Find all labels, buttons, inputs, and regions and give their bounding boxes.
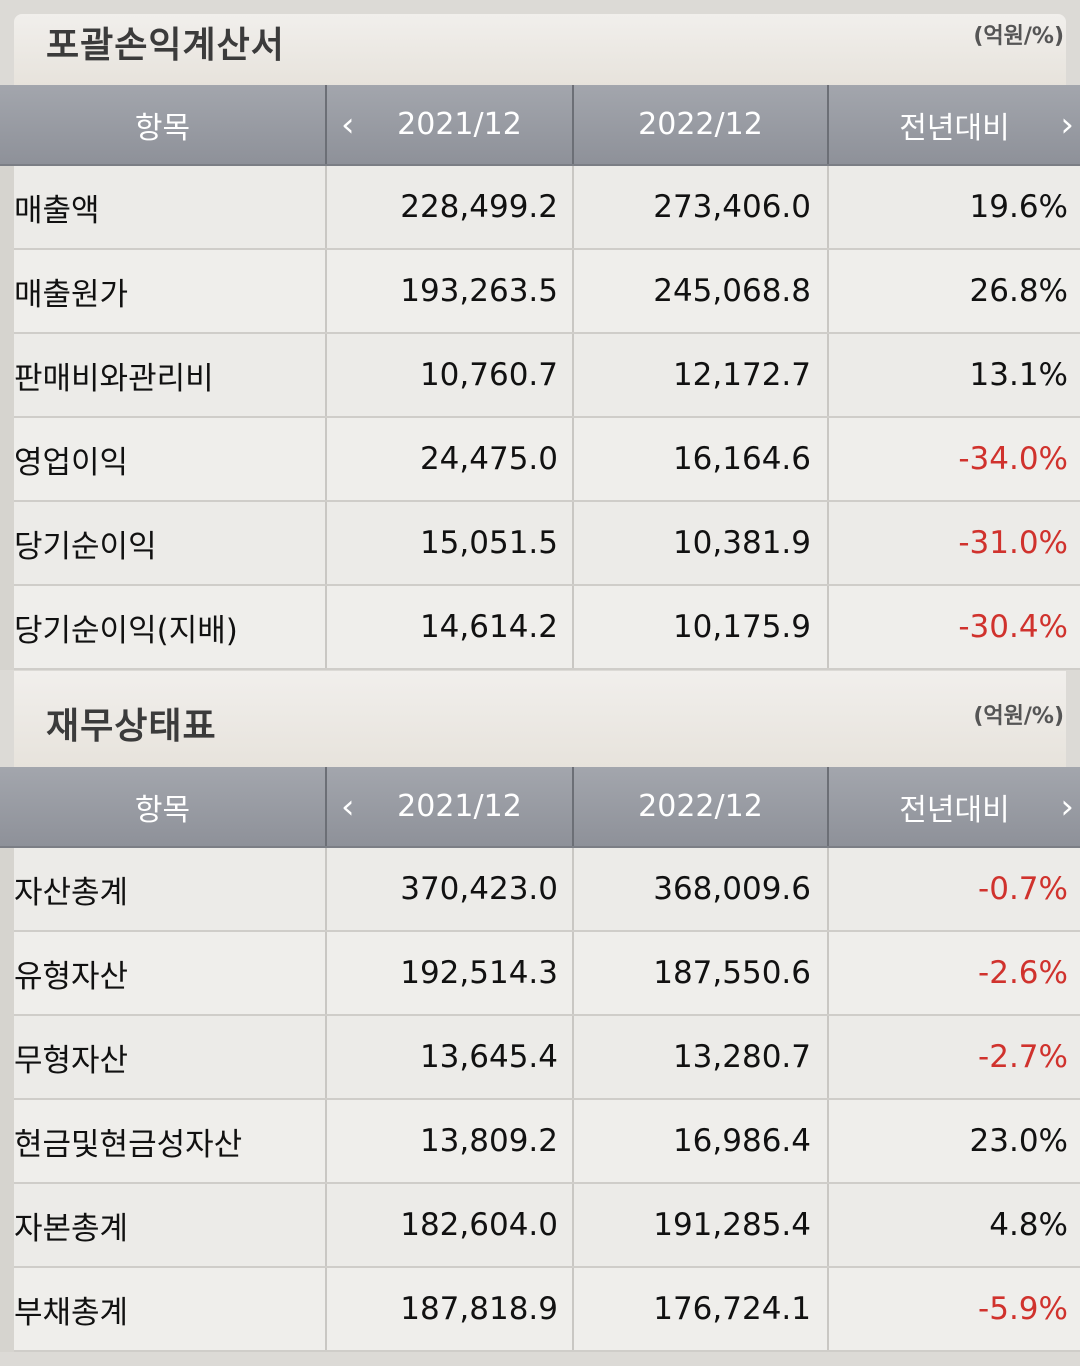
value-2022: 176,724.1 <box>572 1268 827 1350</box>
row-label: 당기순이익(지배) <box>14 612 238 649</box>
column-header-yoy: 전년대비 › <box>827 85 1080 164</box>
value-yoy: -34.0% <box>827 418 1080 500</box>
income-table-body: 매출액 228,499.2 273,406.0 19.6% 매출원가 193,263.5 2… <box>0 166 1080 670</box>
row-label: 부채총계 <box>14 1294 129 1331</box>
chevron-left-icon[interactable]: ‹ <box>341 786 355 827</box>
chevron-left-icon[interactable]: ‹ <box>341 104 355 145</box>
balance-sheet-table: 항목 ‹ 2021/12 2022/12 전년대비 › 자산총계 370,423.… <box>0 767 1080 1352</box>
income-statement-header: 포괄손익계산서 (억원/%) <box>14 14 1066 85</box>
row-label: 자본총계 <box>14 1210 129 1247</box>
chevron-right-icon[interactable]: › <box>1060 104 1074 145</box>
value-2022: 191,285.4 <box>572 1184 827 1266</box>
value-2022: 273,406.0 <box>572 166 827 248</box>
table-row: 판매비와관리비 10,760.7 12,172.7 13.1% <box>0 334 1080 418</box>
value-2022: 368,009.6 <box>572 848 827 930</box>
table-row: 매출액 228,499.2 273,406.0 19.6% <box>0 166 1080 250</box>
chevron-right-icon[interactable]: › <box>1060 786 1074 827</box>
value-2021: 187,818.9 <box>325 1268 572 1350</box>
value-2022: 245,068.8 <box>572 250 827 332</box>
row-label: 자산총계 <box>14 874 129 911</box>
value-2021: 192,514.3 <box>325 932 572 1014</box>
value-2021: 228,499.2 <box>325 166 572 248</box>
value-2022: 16,986.4 <box>572 1100 827 1182</box>
value-yoy: -30.4% <box>827 586 1080 668</box>
value-2021: 15,051.5 <box>325 502 572 584</box>
balance-unit-label: (억원/%) <box>973 704 1064 729</box>
table-row: 자본총계 182,604.0 191,285.4 4.8% <box>0 1184 1080 1268</box>
value-2021: 10,760.7 <box>325 334 572 416</box>
income-statement-title: 포괄손익계산서 <box>46 25 285 66</box>
value-2021: 24,475.0 <box>325 418 572 500</box>
column-header-2021: ‹ 2021/12 <box>325 767 572 846</box>
column-header-yoy: 전년대비 › <box>827 767 1080 846</box>
table-row: 당기순이익(지배) 14,614.2 10,175.9 -30.4% <box>0 586 1080 670</box>
value-2021: 13,809.2 <box>325 1100 572 1182</box>
row-label: 매출원가 <box>14 276 129 313</box>
table-row: 영업이익 24,475.0 16,164.6 -34.0% <box>0 418 1080 502</box>
column-header-2021: ‹ 2021/12 <box>325 85 572 164</box>
value-2021: 370,423.0 <box>325 848 572 930</box>
column-header-2022: 2022/12 <box>572 85 827 164</box>
table-row: 당기순이익 15,051.5 10,381.9 -31.0% <box>0 502 1080 586</box>
table-row: 유형자산 192,514.3 187,550.6 -2.6% <box>0 932 1080 1016</box>
income-statement-table: 항목 ‹ 2021/12 2022/12 전년대비 › 매출액 228,499.2… <box>0 85 1080 670</box>
value-yoy: 19.6% <box>827 166 1080 248</box>
balance-table-header: 항목 ‹ 2021/12 2022/12 전년대비 › <box>0 767 1080 848</box>
column-header-item: 항목 <box>134 110 191 146</box>
value-2022: 10,381.9 <box>572 502 827 584</box>
row-label: 판매비와관리비 <box>14 360 214 397</box>
value-2022: 13,280.7 <box>572 1016 827 1098</box>
row-label: 매출액 <box>14 192 100 229</box>
value-yoy: -0.7% <box>827 848 1080 930</box>
value-2022: 16,164.6 <box>572 418 827 500</box>
row-label: 무형자산 <box>14 1042 129 1079</box>
table-row: 무형자산 13,645.4 13,280.7 -2.7% <box>0 1016 1080 1100</box>
value-2022: 10,175.9 <box>572 586 827 668</box>
value-2022: 187,550.6 <box>572 932 827 1014</box>
row-label: 현금및현금성자산 <box>14 1126 243 1163</box>
value-2021: 13,645.4 <box>325 1016 572 1098</box>
income-table-header: 항목 ‹ 2021/12 2022/12 전년대비 › <box>0 85 1080 166</box>
value-yoy: 26.8% <box>827 250 1080 332</box>
value-yoy: 4.8% <box>827 1184 1080 1266</box>
income-unit-label: (억원/%) <box>973 24 1064 49</box>
row-label: 영업이익 <box>14 444 129 481</box>
value-2021: 14,614.2 <box>325 586 572 668</box>
value-2021: 193,263.5 <box>325 250 572 332</box>
balance-sheet-title: 재무상태표 <box>46 706 217 747</box>
balance-table-body: 자산총계 370,423.0 368,009.6 -0.7% 유형자산 192,514.3… <box>0 848 1080 1352</box>
table-row: 매출원가 193,263.5 245,068.8 26.8% <box>0 250 1080 334</box>
value-yoy: 23.0% <box>827 1100 1080 1182</box>
column-header-item: 항목 <box>134 792 191 828</box>
value-yoy: -31.0% <box>827 502 1080 584</box>
table-row: 현금및현금성자산 13,809.2 16,986.4 23.0% <box>0 1100 1080 1184</box>
value-yoy: -2.6% <box>827 932 1080 1014</box>
balance-sheet-header: 재무상태표 (억원/%) <box>14 671 1066 767</box>
table-row: 자산총계 370,423.0 368,009.6 -0.7% <box>0 848 1080 932</box>
value-2021: 182,604.0 <box>325 1184 572 1266</box>
row-label: 당기순이익 <box>14 528 157 565</box>
table-row: 부채총계 187,818.9 176,724.1 -5.9% <box>0 1268 1080 1352</box>
column-header-2022: 2022/12 <box>572 767 827 846</box>
value-yoy: 13.1% <box>827 334 1080 416</box>
value-yoy: -2.7% <box>827 1016 1080 1098</box>
value-yoy: -5.9% <box>827 1268 1080 1350</box>
row-label: 유형자산 <box>14 958 129 995</box>
value-2022: 12,172.7 <box>572 334 827 416</box>
